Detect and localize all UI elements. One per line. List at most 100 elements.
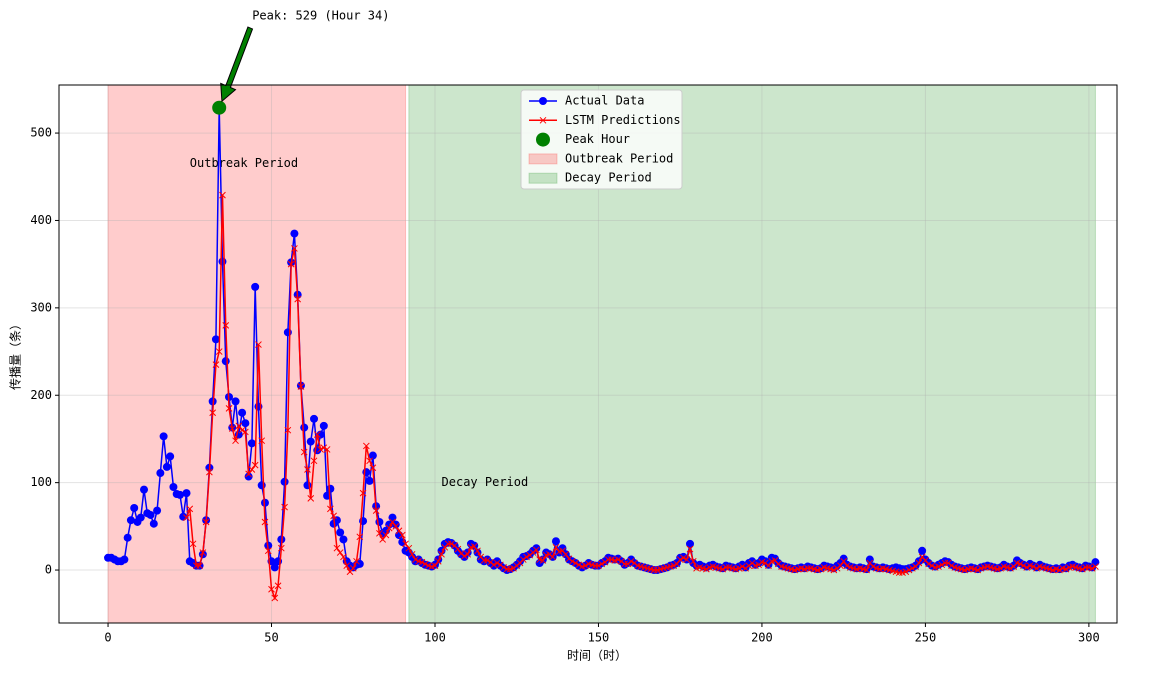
y-tick-label: 500	[30, 126, 52, 140]
marker	[1023, 564, 1031, 571]
x-tick-label: 100	[424, 631, 446, 645]
marker	[470, 543, 478, 550]
marker	[368, 451, 377, 460]
marker	[300, 423, 309, 432]
x-tick-label: 0	[104, 631, 111, 645]
marker	[274, 582, 282, 590]
legend-label: Outbreak Period	[565, 151, 673, 165]
legend-label: Actual Data	[565, 94, 644, 108]
marker	[257, 481, 266, 490]
marker	[169, 483, 178, 492]
marker	[490, 561, 498, 569]
marker	[244, 472, 253, 481]
marker	[402, 540, 409, 548]
marker	[595, 562, 602, 570]
marker	[330, 512, 337, 520]
marker	[598, 560, 606, 568]
marker	[719, 565, 727, 573]
marker	[523, 553, 530, 561]
marker	[650, 566, 658, 574]
marker	[362, 442, 370, 450]
marker	[359, 489, 367, 497]
marker	[532, 544, 541, 553]
region-label: Outbreak Period	[190, 156, 298, 170]
marker	[568, 557, 576, 565]
marker	[804, 564, 812, 572]
marker	[136, 513, 145, 522]
marker	[948, 562, 955, 570]
legend-patch	[528, 153, 558, 165]
marker	[294, 295, 302, 303]
marker	[319, 421, 328, 430]
marker	[918, 546, 927, 555]
marker	[260, 498, 269, 507]
marker	[686, 545, 694, 553]
marker	[228, 425, 236, 432]
marker	[196, 562, 203, 570]
marker	[614, 556, 622, 563]
marker	[261, 518, 269, 526]
marker	[327, 505, 334, 513]
marker	[1091, 558, 1100, 567]
marker	[389, 518, 396, 526]
marker	[839, 554, 848, 563]
marker	[493, 559, 501, 567]
marker	[575, 561, 583, 569]
marker	[202, 518, 210, 526]
marker	[159, 432, 168, 441]
marker	[735, 564, 743, 572]
marker	[817, 565, 825, 573]
marker	[232, 437, 239, 445]
marker	[268, 585, 275, 593]
marker	[208, 397, 217, 406]
marker	[474, 547, 481, 555]
marker	[627, 557, 635, 565]
x-axis-label: 时间（时）	[567, 649, 627, 663]
marker	[379, 536, 387, 543]
legend-patch	[528, 172, 558, 184]
marker	[444, 540, 452, 548]
y-axis-label: 传播量（条）	[8, 318, 23, 390]
marker	[336, 528, 345, 537]
marker	[369, 464, 377, 472]
marker	[222, 321, 230, 329]
marker	[680, 554, 687, 562]
marker	[362, 468, 371, 477]
marker	[676, 556, 684, 563]
marker	[365, 476, 374, 485]
marker	[238, 408, 247, 417]
marker	[925, 560, 933, 568]
marker	[297, 383, 305, 390]
marker	[290, 229, 299, 238]
marker	[245, 470, 252, 478]
marker	[211, 335, 220, 344]
marker	[562, 550, 570, 558]
legend-marker	[539, 116, 547, 124]
marker	[431, 562, 439, 570]
marker	[434, 557, 442, 565]
marker	[146, 510, 155, 519]
marker	[840, 557, 848, 565]
marker	[280, 477, 289, 486]
marker	[863, 566, 870, 574]
marker	[206, 468, 213, 476]
marker	[192, 562, 200, 570]
marker	[277, 544, 285, 552]
marker	[130, 503, 139, 512]
legend-label: Peak Hour	[565, 132, 630, 146]
marker	[375, 517, 384, 526]
legend-label: Decay Period	[565, 171, 652, 185]
marker	[549, 553, 557, 561]
marker	[212, 361, 220, 369]
marker	[1016, 560, 1024, 568]
marker	[251, 461, 259, 469]
marker	[209, 409, 217, 417]
marker	[287, 260, 295, 268]
x-tick-label: 200	[751, 631, 773, 645]
marker	[307, 495, 315, 502]
marker	[238, 426, 246, 434]
marker	[343, 562, 351, 570]
marker	[326, 484, 335, 493]
marker	[673, 560, 681, 568]
marker	[310, 457, 318, 465]
